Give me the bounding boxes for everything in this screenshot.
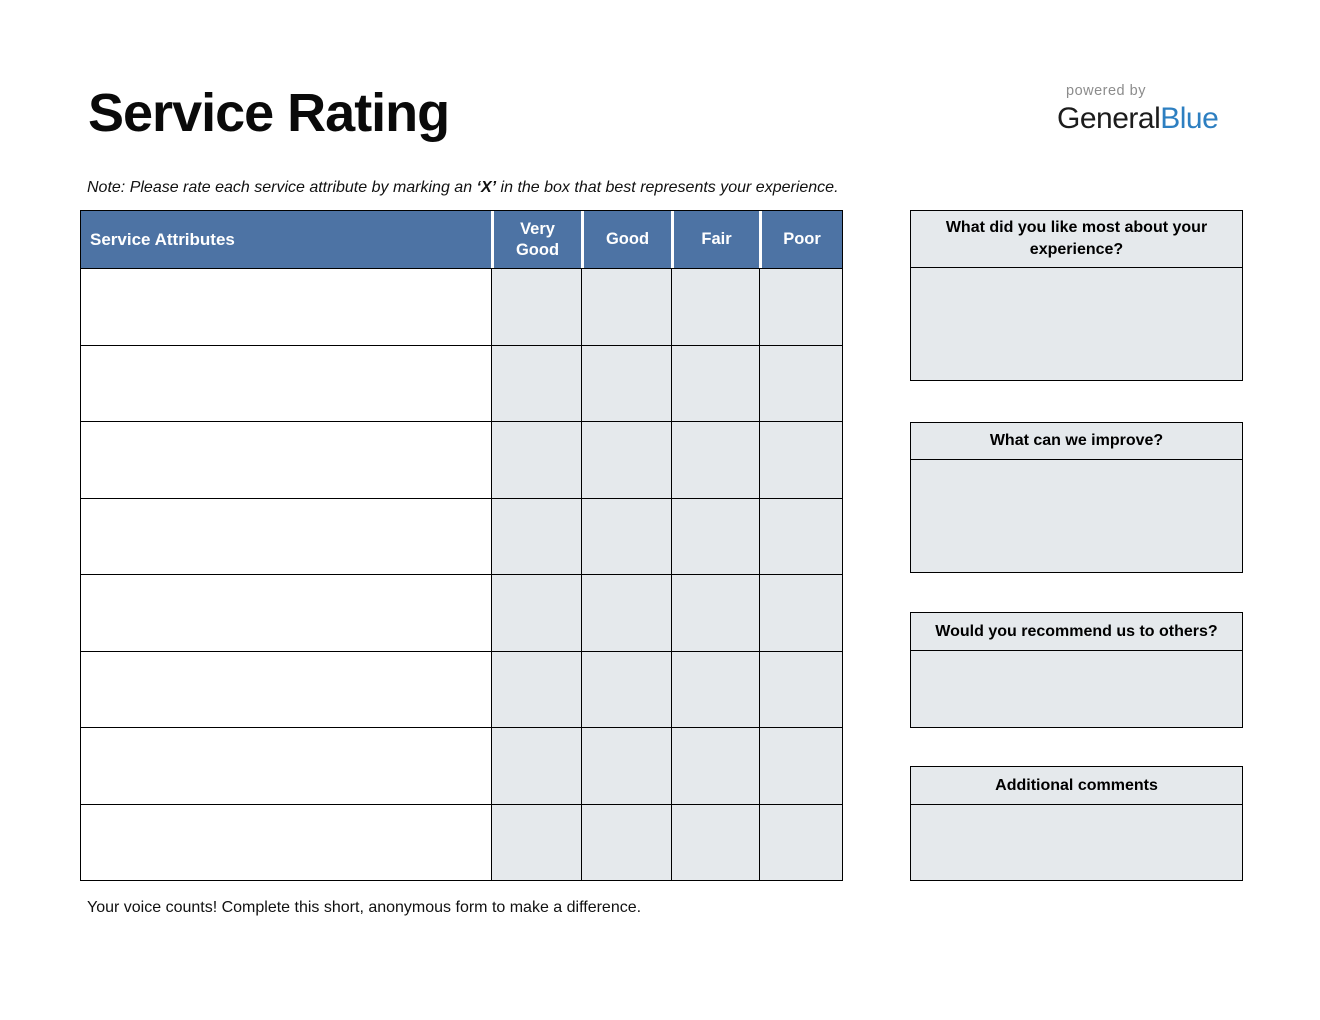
rating-cell-good[interactable] [581, 651, 671, 727]
panel-liked-most-title: What did you like most about your experi… [911, 211, 1242, 268]
rating-cell-very-good[interactable] [491, 728, 581, 804]
attribute-cell[interactable] [81, 422, 491, 498]
panel-recommend-title: Would you recommend us to others? [911, 613, 1242, 651]
page-title: Service Rating [88, 83, 450, 143]
rating-cell-good[interactable] [581, 575, 671, 651]
panel-liked-most: What did you like most about your experi… [910, 210, 1243, 381]
rating-cell-very-good[interactable] [491, 575, 581, 651]
brand-blue-text: Blue [1160, 101, 1219, 135]
table-row [81, 727, 842, 804]
rating-cell-very-good[interactable] [491, 422, 581, 498]
attribute-cell[interactable] [81, 498, 491, 574]
attribute-cell[interactable] [81, 804, 491, 880]
table-row [81, 803, 842, 880]
table-row [81, 574, 842, 651]
rating-cell-good[interactable] [581, 804, 671, 880]
rating-cell-poor[interactable] [759, 651, 842, 727]
panel-additional-comments-title: Additional comments [911, 767, 1242, 805]
panel-improve: What can we improve? [910, 422, 1243, 573]
panel-recommend: Would you recommend us to others? [910, 612, 1243, 728]
rating-cell-poor[interactable] [759, 728, 842, 804]
panel-improve-title: What can we improve? [911, 423, 1242, 460]
note-prefix: Note: Please rate each service attribute… [87, 179, 477, 196]
table-body [81, 268, 842, 880]
powered-by-label: powered by [1066, 83, 1146, 99]
header-service-attributes: Service Attributes [81, 211, 491, 268]
rating-cell-fair[interactable] [671, 804, 759, 880]
header-fair: Fair [671, 211, 759, 268]
header-poor: Poor [759, 211, 842, 268]
rating-cell-fair[interactable] [671, 651, 759, 727]
rating-cell-fair[interactable] [671, 575, 759, 651]
rating-cell-very-good[interactable] [491, 498, 581, 574]
table-header-row: Service Attributes Very Good Good Fair P… [81, 211, 842, 268]
rating-cell-poor[interactable] [759, 269, 842, 345]
table-row [81, 421, 842, 498]
panel-additional-comments-input-area[interactable] [911, 805, 1242, 880]
rating-cell-poor[interactable] [759, 422, 842, 498]
table-row [81, 650, 842, 727]
header-very-good: Very Good [491, 211, 581, 268]
attribute-cell[interactable] [81, 651, 491, 727]
rating-cell-fair[interactable] [671, 269, 759, 345]
table-row [81, 344, 842, 421]
panel-improve-input-area[interactable] [911, 460, 1242, 572]
general-blue-logo: powered by GeneralBlue [1057, 83, 1219, 135]
rating-cell-very-good[interactable] [491, 345, 581, 421]
attribute-cell[interactable] [81, 728, 491, 804]
note-highlight: ‘X’ [476, 179, 497, 196]
rating-cell-fair[interactable] [671, 498, 759, 574]
attribute-cell[interactable] [81, 345, 491, 421]
rating-cell-very-good[interactable] [491, 269, 581, 345]
rating-cell-good[interactable] [581, 269, 671, 345]
attribute-cell[interactable] [81, 575, 491, 651]
rating-cell-good[interactable] [581, 345, 671, 421]
panel-additional-comments: Additional comments [910, 766, 1243, 881]
footer-note: Your voice counts! Complete this short, … [87, 899, 642, 916]
table-row [81, 268, 842, 345]
instruction-note: Note: Please rate each service attribute… [87, 179, 839, 197]
rating-cell-very-good[interactable] [491, 804, 581, 880]
rating-cell-fair[interactable] [671, 422, 759, 498]
note-suffix: in the box that best represents your exp… [496, 179, 839, 196]
rating-cell-fair[interactable] [671, 728, 759, 804]
panel-recommend-input-area[interactable] [911, 651, 1242, 727]
panel-liked-most-input-area[interactable] [911, 268, 1242, 380]
service-rating-table: Service Attributes Very Good Good Fair P… [80, 210, 843, 881]
rating-cell-poor[interactable] [759, 498, 842, 574]
rating-cell-good[interactable] [581, 728, 671, 804]
attribute-cell[interactable] [81, 269, 491, 345]
rating-cell-very-good[interactable] [491, 651, 581, 727]
table-row [81, 497, 842, 574]
rating-cell-poor[interactable] [759, 575, 842, 651]
rating-cell-good[interactable] [581, 498, 671, 574]
brand-general-text: General [1057, 101, 1161, 135]
rating-cell-poor[interactable] [759, 345, 842, 421]
rating-cell-good[interactable] [581, 422, 671, 498]
rating-cell-fair[interactable] [671, 345, 759, 421]
header-good: Good [581, 211, 671, 268]
brand-wordmark: GeneralBlue [1057, 101, 1219, 135]
rating-cell-poor[interactable] [759, 804, 842, 880]
